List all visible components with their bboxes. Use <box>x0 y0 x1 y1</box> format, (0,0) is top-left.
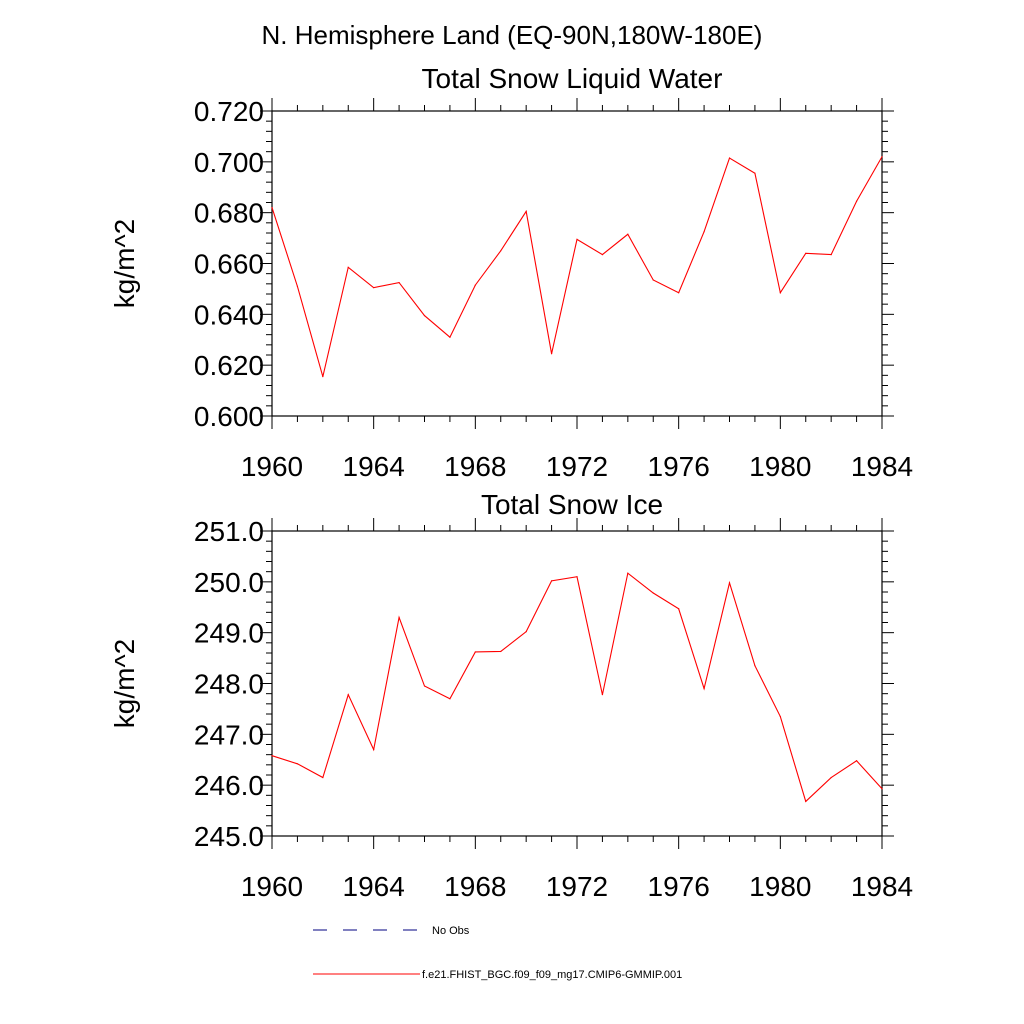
data-point <box>373 287 375 289</box>
data-point <box>500 650 502 653</box>
data-point <box>296 285 299 287</box>
data-point <box>500 250 502 252</box>
y-tick-label: 0.660 <box>194 249 264 280</box>
y-tick-label: 246.0 <box>194 770 264 801</box>
data-point <box>347 694 349 696</box>
data-point <box>576 238 578 240</box>
data-point <box>550 580 553 582</box>
data-point <box>652 279 654 281</box>
y-tick-label: 0.680 <box>194 198 264 229</box>
data-point <box>601 694 604 696</box>
data-point <box>525 631 527 633</box>
data-point <box>678 292 680 294</box>
data-point <box>728 157 731 159</box>
y-tick-label: 0.620 <box>194 350 264 381</box>
data-point <box>855 200 858 202</box>
y-tick-label: 245.0 <box>194 821 264 852</box>
data-point <box>398 616 400 619</box>
y-tick-label: 250.0 <box>194 567 264 598</box>
y-tick-label: 248.0 <box>194 669 264 700</box>
data-point <box>627 572 629 574</box>
data-point <box>423 315 426 317</box>
legend-model-label: f.e21.FHIST_BGC.f09_f09_mg17.CMIP6-GMMIP… <box>422 969 682 981</box>
y-tick-label: 249.0 <box>194 618 264 649</box>
x-tick-label: 1980 <box>749 451 811 482</box>
data-point <box>296 763 299 765</box>
y-tick-label: 0.600 <box>194 401 264 432</box>
x-tick-label: 1968 <box>444 451 506 482</box>
data-point <box>703 231 705 233</box>
x-tick-label: 1968 <box>444 871 506 902</box>
chart-panel-2: Total Snow Ice kg/m^2 245.0 246.0 247.0 248.0… <box>109 489 913 902</box>
data-point <box>601 254 604 256</box>
x-tick-label: 1976 <box>648 871 710 902</box>
data-point <box>779 715 781 718</box>
data-point <box>347 266 349 268</box>
data-point <box>678 608 680 610</box>
data-point <box>779 292 781 294</box>
series-line <box>271 572 883 803</box>
data-point <box>271 206 273 209</box>
x-tick-label: 1980 <box>749 871 811 902</box>
chart-title: Total Snow Liquid Water <box>422 63 723 94</box>
data-point <box>322 776 324 779</box>
data-point <box>754 172 756 174</box>
y-tick-label: 0.700 <box>194 147 264 178</box>
data-point <box>423 685 426 687</box>
x-tick-label: 1972 <box>546 871 608 902</box>
x-tick-label: 1960 <box>241 451 303 482</box>
x-tick-label: 1972 <box>546 451 608 482</box>
data-point <box>881 156 883 158</box>
data-point <box>881 788 883 790</box>
y-tick-label: 0.640 <box>194 299 264 330</box>
x-tick-label: 1964 <box>343 871 405 902</box>
data-point <box>322 376 324 378</box>
data-point <box>652 592 654 594</box>
data-point <box>474 651 476 653</box>
data-point <box>474 284 476 286</box>
data-point <box>728 582 731 584</box>
data-point <box>830 254 832 256</box>
y-tick-label: 0.720 <box>194 96 264 127</box>
y-axis-label: kg/m^2 <box>109 219 140 308</box>
y-tick-label: 247.0 <box>194 719 264 750</box>
data-point <box>525 210 527 212</box>
data-point <box>855 760 858 762</box>
data-point <box>805 800 807 803</box>
series-line <box>271 156 883 377</box>
data-point <box>703 687 705 690</box>
x-tick-label: 1984 <box>851 871 913 902</box>
data-point <box>398 281 400 284</box>
x-tick-label: 1960 <box>241 871 303 902</box>
legend: No Obs f.e21.FHIST_BGC.f09_f09_mg17.CMIP… <box>313 925 682 981</box>
x-tick-label: 1976 <box>648 451 710 482</box>
chart-panel-1: Total Snow Liquid Water kg/m^2 0.600 0.620 0… <box>109 63 913 482</box>
y-axis-label: kg/m^2 <box>109 639 140 728</box>
data-point <box>754 665 756 667</box>
data-point <box>576 576 578 578</box>
data-point <box>271 755 273 757</box>
data-point <box>449 698 451 700</box>
data-point <box>830 776 832 779</box>
x-tick-label: 1984 <box>851 451 913 482</box>
page-title: N. Hemisphere Land (EQ-90N,180W-180E) <box>262 20 763 50</box>
data-point <box>550 353 553 355</box>
data-point <box>805 252 807 254</box>
data-point <box>627 233 629 235</box>
legend-obs-label: No Obs <box>432 925 470 937</box>
data-point <box>373 748 375 751</box>
plot-frame <box>271 110 883 417</box>
x-tick-label: 1964 <box>343 451 405 482</box>
chart-title: Total Snow Ice <box>481 489 663 520</box>
data-point <box>449 336 451 338</box>
y-tick-label: 251.0 <box>194 516 264 547</box>
